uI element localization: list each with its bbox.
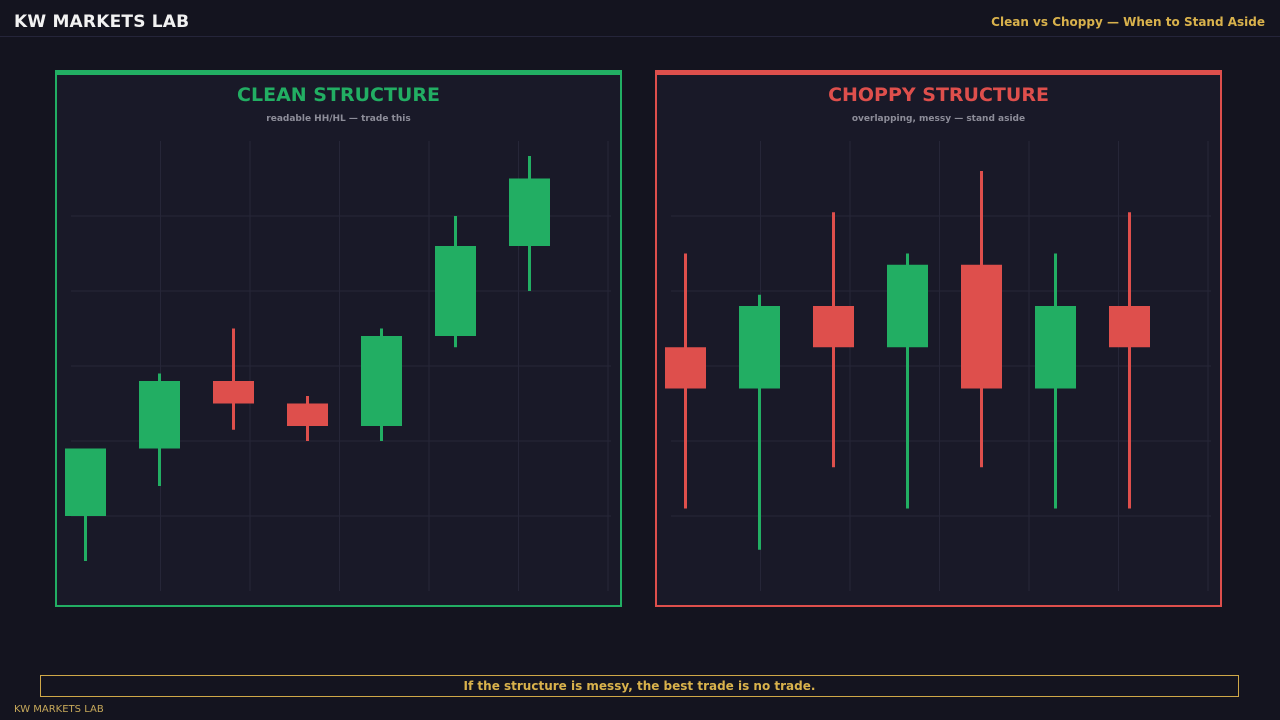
clean-structure-panel: CLEAN STRUCTURE readable HH/HL — trade t… [55, 70, 622, 607]
header-subtitle: Clean vs Choppy — When to Stand Aside [991, 15, 1265, 29]
choppy-structure-panel: CHOPPY STRUCTURE overlapping, messy — st… [655, 70, 1222, 607]
top-bar: KW MARKETS LAB Clean vs Choppy — When to… [0, 0, 1280, 37]
clean-panel-subtitle: readable HH/HL — trade this [266, 114, 411, 124]
candle-body-bearish [813, 306, 854, 348]
candle-body-bearish [1109, 306, 1150, 348]
candle-body-bearish [961, 264, 1002, 389]
clean-candlestick-chart [65, 141, 611, 591]
clean-panel-title: CLEAN STRUCTURE [237, 84, 440, 106]
candle-body-bullish [435, 246, 476, 336]
choppy-panel-title: CHOPPY STRUCTURE [828, 84, 1049, 106]
candle-body-bullish [65, 448, 106, 516]
choppy-candlestick-chart [665, 141, 1211, 591]
candle-body-bullish [509, 178, 550, 246]
footer-brand: KW MARKETS LAB [14, 704, 104, 715]
brand-title: KW MARKETS LAB [14, 12, 190, 32]
candle-body-bearish [213, 381, 254, 404]
candle-body-bullish [1035, 306, 1076, 389]
candle-body-bearish [665, 347, 706, 389]
choppy-panel-subtitle: overlapping, messy — stand aside [851, 114, 1026, 124]
footer-note: If the structure is messy, the best trad… [40, 675, 1239, 697]
candle-body-bullish [887, 264, 928, 348]
candle-body-bullish [361, 336, 402, 426]
candle-body-bearish [287, 403, 328, 426]
candle-body-bullish [739, 306, 780, 389]
candle-body-bullish [139, 381, 180, 449]
